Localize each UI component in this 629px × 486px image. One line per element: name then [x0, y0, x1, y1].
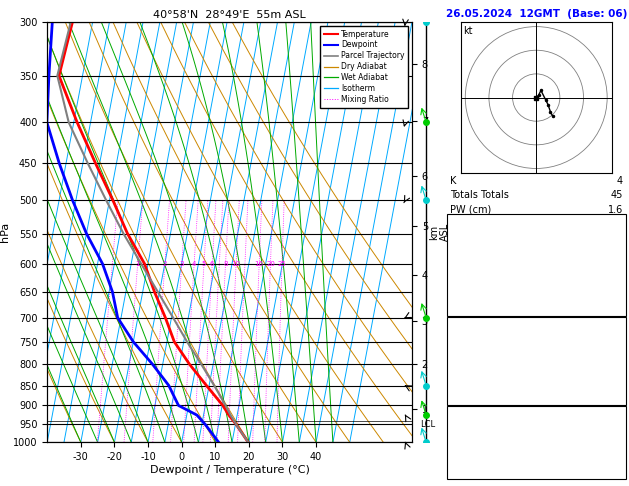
- Text: θᴇ (K): θᴇ (K): [450, 346, 477, 356]
- Text: StmDir: StmDir: [450, 450, 484, 460]
- Text: 16: 16: [255, 261, 264, 267]
- Text: Lifted Index: Lifted Index: [450, 272, 507, 282]
- Text: 1: 1: [616, 272, 623, 282]
- Text: SREH: SREH: [450, 435, 476, 445]
- Text: 315: 315: [604, 346, 623, 356]
- Text: Surface: Surface: [515, 214, 557, 225]
- Text: 1.6: 1.6: [608, 205, 623, 215]
- Text: 45: 45: [610, 190, 623, 200]
- Text: 10: 10: [231, 261, 241, 267]
- Text: PW (cm): PW (cm): [450, 205, 491, 215]
- Text: 2: 2: [163, 261, 167, 267]
- Text: 315: 315: [604, 257, 623, 267]
- Text: 25: 25: [277, 261, 286, 267]
- Text: 37: 37: [610, 420, 623, 431]
- Y-axis label: hPa: hPa: [0, 222, 10, 242]
- Text: 8: 8: [223, 261, 228, 267]
- Text: K: K: [450, 175, 456, 186]
- Text: 1009: 1009: [598, 331, 623, 342]
- Text: 28: 28: [610, 435, 623, 445]
- Y-axis label: km
ASL: km ASL: [430, 223, 450, 241]
- Text: 19.8: 19.8: [601, 228, 623, 238]
- Text: 20: 20: [266, 261, 275, 267]
- Text: 6: 6: [210, 261, 214, 267]
- Text: Temp (°C): Temp (°C): [450, 228, 498, 238]
- Text: 4: 4: [616, 175, 623, 186]
- Text: CIN (J): CIN (J): [450, 301, 481, 311]
- Text: 0: 0: [616, 301, 623, 311]
- Text: 6: 6: [616, 286, 623, 296]
- Text: 6: 6: [616, 375, 623, 385]
- Text: CIN (J): CIN (J): [450, 390, 481, 400]
- Text: Totals Totals: Totals Totals: [450, 190, 509, 200]
- Text: LCL: LCL: [420, 420, 435, 429]
- Text: CAPE (J): CAPE (J): [450, 286, 489, 296]
- X-axis label: Dewpoint / Temperature (°C): Dewpoint / Temperature (°C): [150, 465, 309, 475]
- Text: 1: 1: [135, 261, 140, 267]
- Text: 5: 5: [616, 464, 623, 474]
- Text: StmSpd (kt): StmSpd (kt): [450, 464, 508, 474]
- Text: 5: 5: [202, 261, 206, 267]
- Text: © weatheronline.co.uk: © weatheronline.co.uk: [481, 445, 592, 455]
- Text: 4: 4: [192, 261, 196, 267]
- Text: Dewp (°C): Dewp (°C): [450, 243, 500, 253]
- Text: 0: 0: [616, 390, 623, 400]
- Text: 3: 3: [179, 261, 184, 267]
- Text: 26.05.2024  12GMT  (Base: 06): 26.05.2024 12GMT (Base: 06): [445, 9, 627, 19]
- Text: EH: EH: [450, 420, 463, 431]
- Text: θᴇ(K): θᴇ(K): [450, 257, 474, 267]
- Text: 1: 1: [616, 361, 623, 371]
- Text: CAPE (J): CAPE (J): [450, 375, 489, 385]
- Legend: Temperature, Dewpoint, Parcel Trajectory, Dry Adiabat, Wet Adiabat, Isotherm, Mi: Temperature, Dewpoint, Parcel Trajectory…: [320, 26, 408, 108]
- Text: 57°: 57°: [606, 450, 623, 460]
- Text: Most Unstable: Most Unstable: [497, 318, 576, 328]
- Title: 40°58'N  28°49'E  55m ASL: 40°58'N 28°49'E 55m ASL: [153, 10, 306, 20]
- Text: Hodograph: Hodograph: [506, 407, 567, 417]
- Text: kt: kt: [464, 26, 473, 36]
- Text: 11: 11: [611, 243, 623, 253]
- Text: Pressure (mb): Pressure (mb): [450, 331, 518, 342]
- Text: Lifted Index: Lifted Index: [450, 361, 507, 371]
